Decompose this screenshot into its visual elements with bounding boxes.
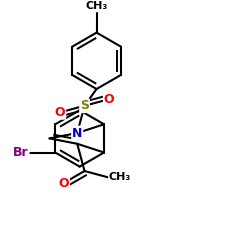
Text: N: N — [72, 126, 83, 140]
Text: CH₃: CH₃ — [109, 172, 131, 182]
Text: Br: Br — [13, 146, 28, 159]
Text: CH₃: CH₃ — [86, 2, 108, 12]
Text: O: O — [55, 106, 65, 119]
Text: O: O — [58, 176, 69, 190]
Text: O: O — [104, 93, 114, 106]
Text: S: S — [80, 99, 89, 112]
